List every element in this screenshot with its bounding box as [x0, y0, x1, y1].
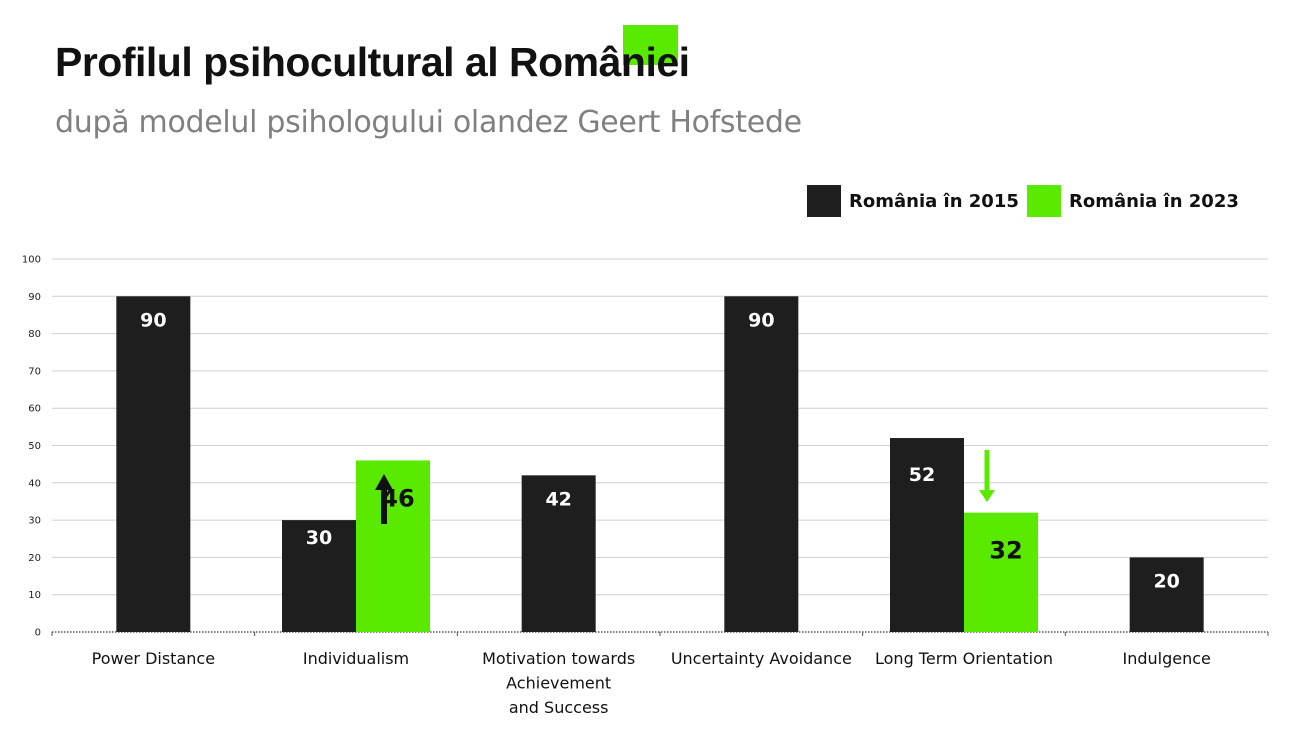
y-tick-label: 70 [28, 366, 41, 377]
data-label: 42 [545, 488, 571, 510]
y-tick-label: 30 [28, 516, 41, 527]
data-label: 32 [989, 537, 1022, 565]
change-arrow-down-head [979, 490, 995, 502]
bar-2015 [116, 296, 191, 632]
x-category-label: Individualism [303, 649, 409, 668]
bar-2023 [964, 512, 1038, 632]
data-label: 30 [306, 527, 332, 549]
y-tick-label: 0 [35, 628, 41, 639]
y-tick-label: 50 [28, 441, 41, 452]
legend-item-2023: România în 2023 [1027, 185, 1239, 217]
bar-2023 [356, 460, 430, 632]
y-tick-label: 60 [28, 404, 41, 415]
x-category-label: Long Term Orientation [875, 649, 1053, 668]
data-label: 90 [748, 309, 774, 331]
legend-label-2015: România în 2015 [849, 190, 1019, 212]
legend-item-2015: România în 2015 [807, 185, 1019, 217]
bar-2015 [724, 296, 799, 632]
legend-swatch-2023 [1027, 185, 1061, 217]
title-accent-box [623, 25, 678, 65]
x-category-label: Indulgence [1122, 649, 1210, 668]
bar-2015 [282, 520, 356, 632]
chart-title: Profilul psihocultural al României [55, 39, 690, 85]
y-tick-label: 80 [28, 329, 41, 340]
x-category-label: Power Distance [92, 649, 215, 668]
title-block: Profilul psihocultural al României [55, 42, 690, 83]
y-tick-label: 40 [28, 478, 41, 489]
data-label: 20 [1153, 570, 1179, 592]
bar-2015 [1129, 557, 1204, 632]
y-tick-label: 10 [28, 590, 41, 601]
bar-2015 [890, 438, 964, 632]
bar-2015 [521, 475, 596, 632]
x-category-label: and Success [509, 698, 609, 717]
legend-label-2023: România în 2023 [1069, 190, 1239, 212]
y-tick-label: 20 [28, 553, 41, 564]
x-category-label: Achievement [506, 674, 611, 693]
x-category-label: Motivation towards [482, 649, 635, 668]
x-category-label: Uncertainty Avoidance [671, 649, 852, 668]
change-arrow-up-head [375, 474, 393, 490]
data-label: 52 [909, 464, 935, 486]
legend-swatch-2015 [807, 185, 841, 217]
data-label: 90 [140, 309, 166, 331]
y-tick-label: 100 [22, 255, 41, 266]
chart-subtitle: după modelul psihologului olandez Geert … [55, 105, 802, 140]
y-tick-label: 90 [28, 292, 41, 303]
